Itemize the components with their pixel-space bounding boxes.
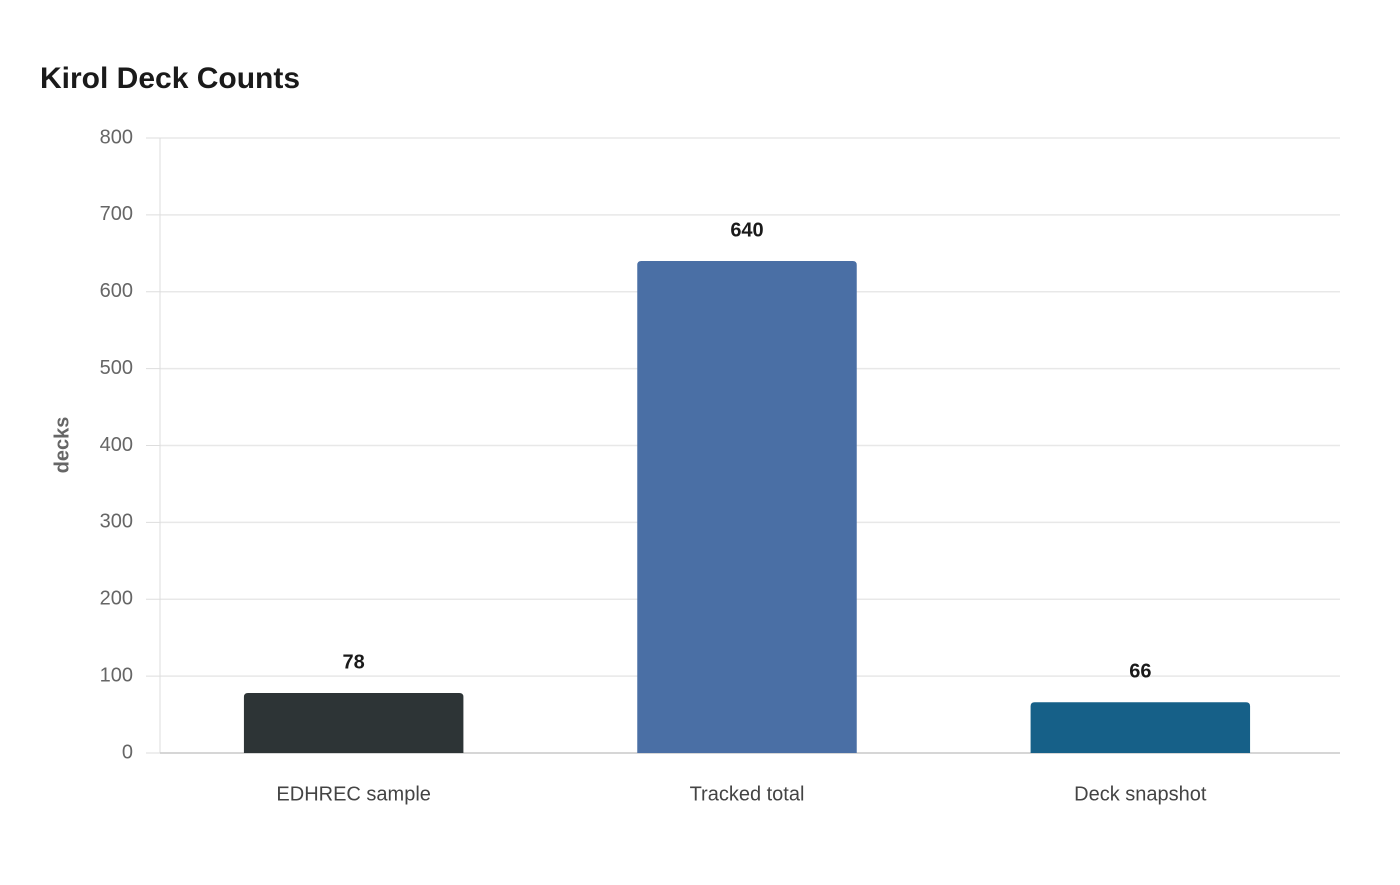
chart-title: Kirol Deck Counts <box>40 62 300 95</box>
y-tick-label: 700 <box>100 203 133 225</box>
y-tick-label: 500 <box>100 357 133 379</box>
x-tick-label: Tracked total <box>690 783 805 805</box>
bar <box>637 261 857 753</box>
y-tick-label: 800 <box>100 126 133 148</box>
data-label: 66 <box>1129 661 1151 683</box>
data-label: 78 <box>343 651 365 673</box>
y-tick-label: 0 <box>122 741 133 763</box>
y-tick-label: 100 <box>100 664 133 686</box>
y-axis-label: decks <box>51 417 73 474</box>
y-tick-label: 300 <box>100 511 133 533</box>
bar <box>1030 702 1251 753</box>
x-tick-label: EDHREC sample <box>276 783 430 805</box>
data-label: 640 <box>730 219 763 241</box>
y-tick-label: 200 <box>100 588 133 610</box>
bar <box>243 693 464 753</box>
y-tick-label: 600 <box>100 280 133 302</box>
y-tick-label: 400 <box>100 434 133 456</box>
x-tick-label: Deck snapshot <box>1074 783 1207 805</box>
